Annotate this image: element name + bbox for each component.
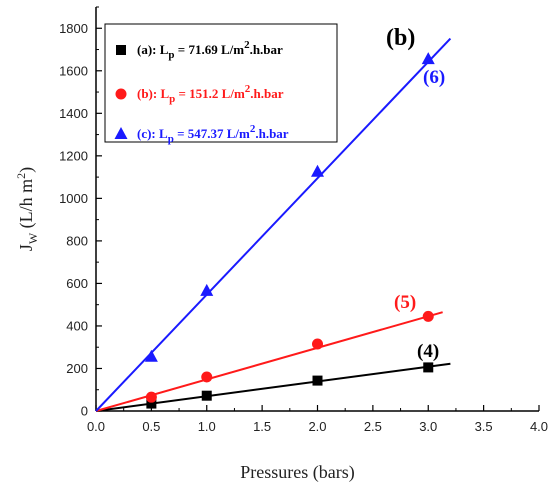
x-tick-label: 0.0 xyxy=(87,419,105,434)
curve-label-3: (6) xyxy=(423,67,445,88)
y-tick-label: 1000 xyxy=(59,191,88,206)
y-tick-label: 0 xyxy=(81,404,88,419)
y-tick-label: 1800 xyxy=(59,21,88,36)
x-tick-label: 3.0 xyxy=(419,419,437,434)
x-tick-label: 3.5 xyxy=(475,419,493,434)
y-axis-title: JW (L/h m2) xyxy=(14,167,40,251)
data-point-circle xyxy=(422,310,434,322)
data-point-square xyxy=(312,375,323,386)
data-point-circle xyxy=(312,338,323,350)
y-tick-label: 200 xyxy=(66,361,88,376)
fit-line-3 xyxy=(95,37,452,412)
legend-entry-1: (a): Lp = 71.69 L/m2.h.bar xyxy=(137,39,283,61)
x-axis-title: Pressures (bars) xyxy=(240,462,354,483)
panel-label: (b) xyxy=(386,25,415,51)
legend-box xyxy=(104,23,338,143)
y-tick-label: 1400 xyxy=(59,106,88,121)
data-points xyxy=(144,52,435,409)
x-tick-label: 2.0 xyxy=(308,419,326,434)
data-point-square xyxy=(201,390,212,401)
y-tick-label: 400 xyxy=(66,318,88,333)
legend-marker-triangle xyxy=(114,127,128,139)
curve-label-2: (5) xyxy=(394,292,416,313)
data-point-triangle xyxy=(144,349,158,362)
x-tick-label: 4.0 xyxy=(530,419,548,434)
x-tick-label: 1.5 xyxy=(253,419,271,434)
data-point-square xyxy=(146,398,157,409)
x-tick-label: 1.0 xyxy=(198,419,216,434)
data-point-square xyxy=(423,362,434,373)
chart-labels: (b) (4) (5) (6) xyxy=(386,25,445,362)
legend-entry-2: (b): Lp = 151.2 L/m2.h.bar xyxy=(137,83,284,105)
data-point-triangle xyxy=(421,52,435,65)
legend-entry-3: (c): Lp = 547.37 L/m2.h.bar xyxy=(137,123,289,145)
data-point-circle xyxy=(201,371,213,383)
curve-label-1: (4) xyxy=(417,341,439,362)
data-point-triangle xyxy=(311,164,324,177)
legend-marker-circle xyxy=(115,88,127,100)
chart-axes: 0.0 0.5 1.0 1.5 2.0 2.5 3.0 3.5 4.0 0 200 400 600 800… xyxy=(14,6,548,483)
data-point-circle xyxy=(145,391,157,403)
legend-marker-square xyxy=(116,45,126,55)
y-tick-label: 800 xyxy=(66,233,88,248)
y-tick-label: 1600 xyxy=(59,63,88,78)
y-tick-label: 600 xyxy=(66,276,88,291)
legend: (a): Lp = 71.69 L/m2.h.bar (b): Lp = 151.… xyxy=(104,23,338,145)
x-tick-label: 2.5 xyxy=(364,419,382,434)
y-tick-label: 1200 xyxy=(59,148,88,163)
x-tick-label: 0.5 xyxy=(142,419,160,434)
data-point-triangle xyxy=(200,283,214,296)
